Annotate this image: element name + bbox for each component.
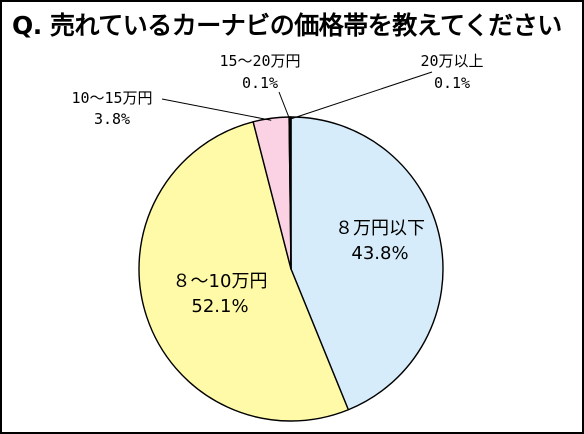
slice-label: ８万円以下: [335, 218, 425, 239]
slice-label: ８〜10万円: [173, 271, 268, 292]
pie-slice: [290, 116, 444, 411]
leader-line: [290, 71, 433, 120]
pie-slice: [138, 121, 350, 422]
slice-label: 15〜20万円: [219, 52, 300, 70]
slice-value-label: 3.8%: [94, 110, 130, 128]
slice-label: 10〜15万円: [71, 89, 152, 107]
slice-label: 20万以上: [420, 52, 483, 70]
chart-title: Q. 売れているカーナビの価格帯を教えてください: [12, 11, 562, 40]
slice-value-label: 0.1%: [242, 74, 278, 92]
slice-value-label: 0.1%: [434, 74, 470, 92]
pie-slice: [289, 116, 292, 270]
slice-value-label: 52.1%: [191, 296, 248, 317]
leader-line: [278, 91, 291, 120]
leader-line: [161, 98, 272, 121]
slice-value-label: 43.8%: [351, 243, 408, 264]
